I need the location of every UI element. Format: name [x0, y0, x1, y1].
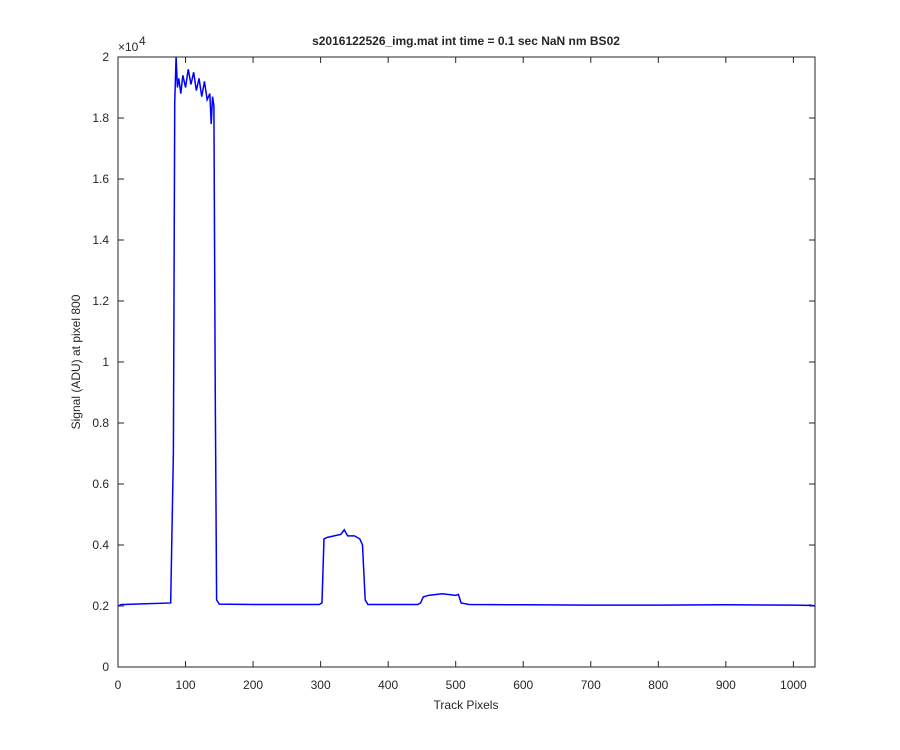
y-tick-label: 0.2: [92, 599, 109, 613]
y-multiplier-exponent: 4: [139, 34, 146, 48]
x-tick-label: 900: [716, 678, 736, 692]
y-tick-label: 2: [102, 50, 109, 64]
y-tick-label: 1.6: [92, 172, 109, 186]
data-line: [117, 56, 816, 607]
x-tick-label: 600: [513, 678, 533, 692]
x-tick-label: 300: [311, 678, 331, 692]
y-axis-label: Signal (ADU) at pixel 800: [69, 294, 83, 429]
x-tick-label: 0: [115, 678, 122, 692]
y-multiplier-base: ×10: [118, 40, 139, 54]
x-axis-label: Track Pixels: [434, 698, 499, 712]
y-tick-label: 0.8: [92, 416, 109, 430]
x-tick-label: 100: [176, 678, 196, 692]
y-tick-label: 0.4: [92, 538, 109, 552]
y-tick-label: 1.2: [92, 294, 109, 308]
x-tick-label: 700: [581, 678, 601, 692]
y-tick-label: 1.8: [92, 111, 109, 125]
x-tick-label: 800: [648, 678, 668, 692]
y-tick-label: 0: [102, 660, 109, 674]
x-tick-label: 500: [446, 678, 466, 692]
x-tick-label: 200: [243, 678, 263, 692]
x-tick-label: 400: [378, 678, 398, 692]
y-tick-label: 0.6: [92, 477, 109, 491]
plot-box: [117, 56, 816, 668]
y-tick-label: 1: [102, 355, 109, 369]
chart-title: s2016122526_img.mat int time = 0.1 sec N…: [312, 34, 620, 48]
x-tick-label: 1000: [780, 678, 807, 692]
y-tick-label: 1.4: [92, 233, 109, 247]
